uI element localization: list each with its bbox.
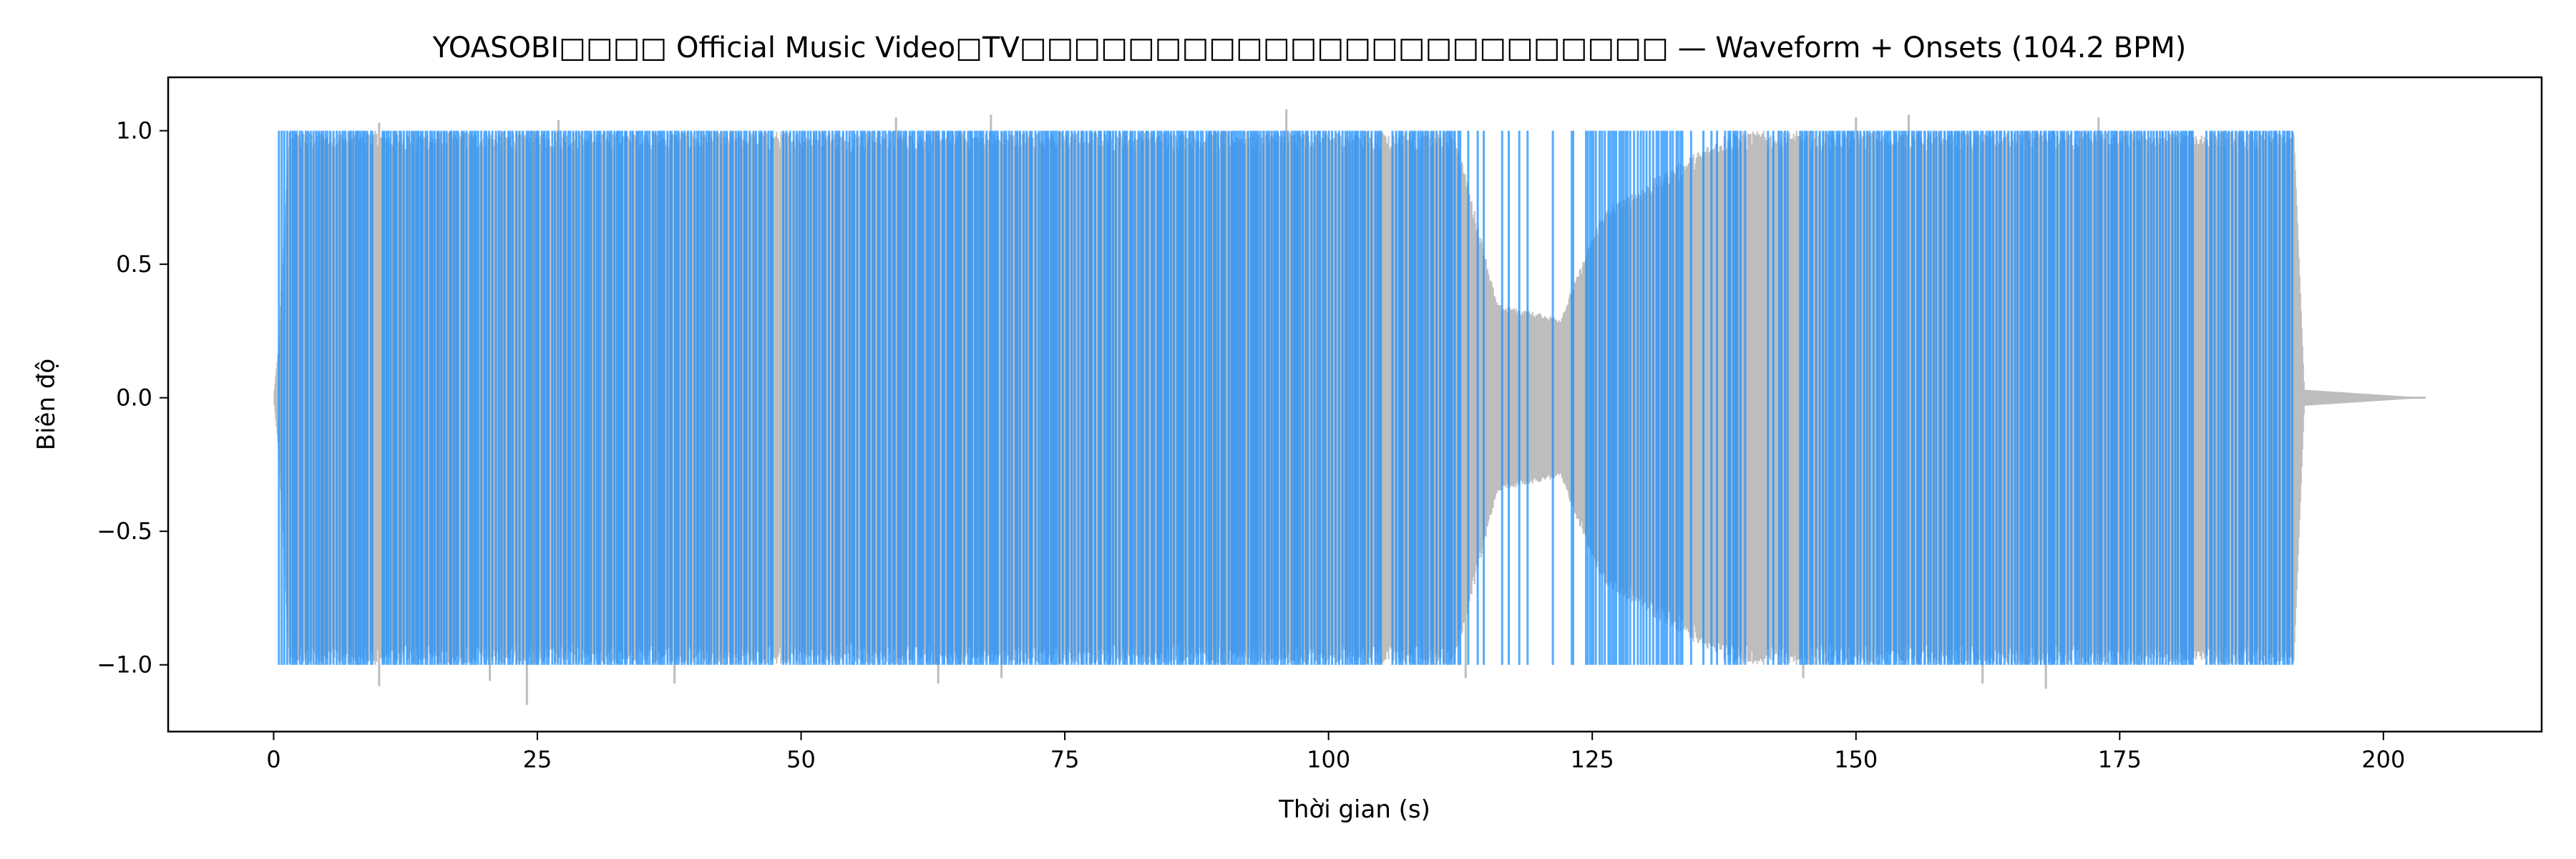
x-tick-label: 200 (2361, 746, 2405, 773)
x-tick-label: 125 (1571, 746, 1614, 773)
y-tick-label: 1.0 (116, 117, 152, 145)
chart-title: YOASOBI□□□□ Official Music Video□TV□□□□□… (432, 31, 2187, 64)
x-tick-label: 100 (1307, 746, 1350, 773)
y-tick-label: −1.0 (97, 651, 152, 679)
x-tick-label: 150 (1834, 746, 1878, 773)
x-tick-label: 50 (786, 746, 816, 773)
plot-frame (167, 76, 2543, 733)
x-axis: 0 25 50 75 100 125 150 175 200 (266, 732, 2405, 773)
x-axis-title: Thời gian (s) (1278, 795, 1430, 824)
onset-markers (278, 130, 2293, 665)
x-tick-label: 175 (2098, 746, 2142, 773)
onset-series (278, 130, 2293, 665)
y-tick-label: 0.0 (116, 384, 152, 412)
y-axis-title: Biên độ (32, 359, 61, 450)
x-tick-label: 75 (1050, 746, 1080, 773)
x-tick-label: 25 (523, 746, 552, 773)
y-tick-label: −0.5 (97, 518, 152, 545)
x-tick-label: 0 (266, 746, 280, 773)
y-axis: −1.0 −0.5 0.0 0.5 1.0 (97, 117, 168, 679)
y-tick-label: 0.5 (116, 251, 152, 278)
